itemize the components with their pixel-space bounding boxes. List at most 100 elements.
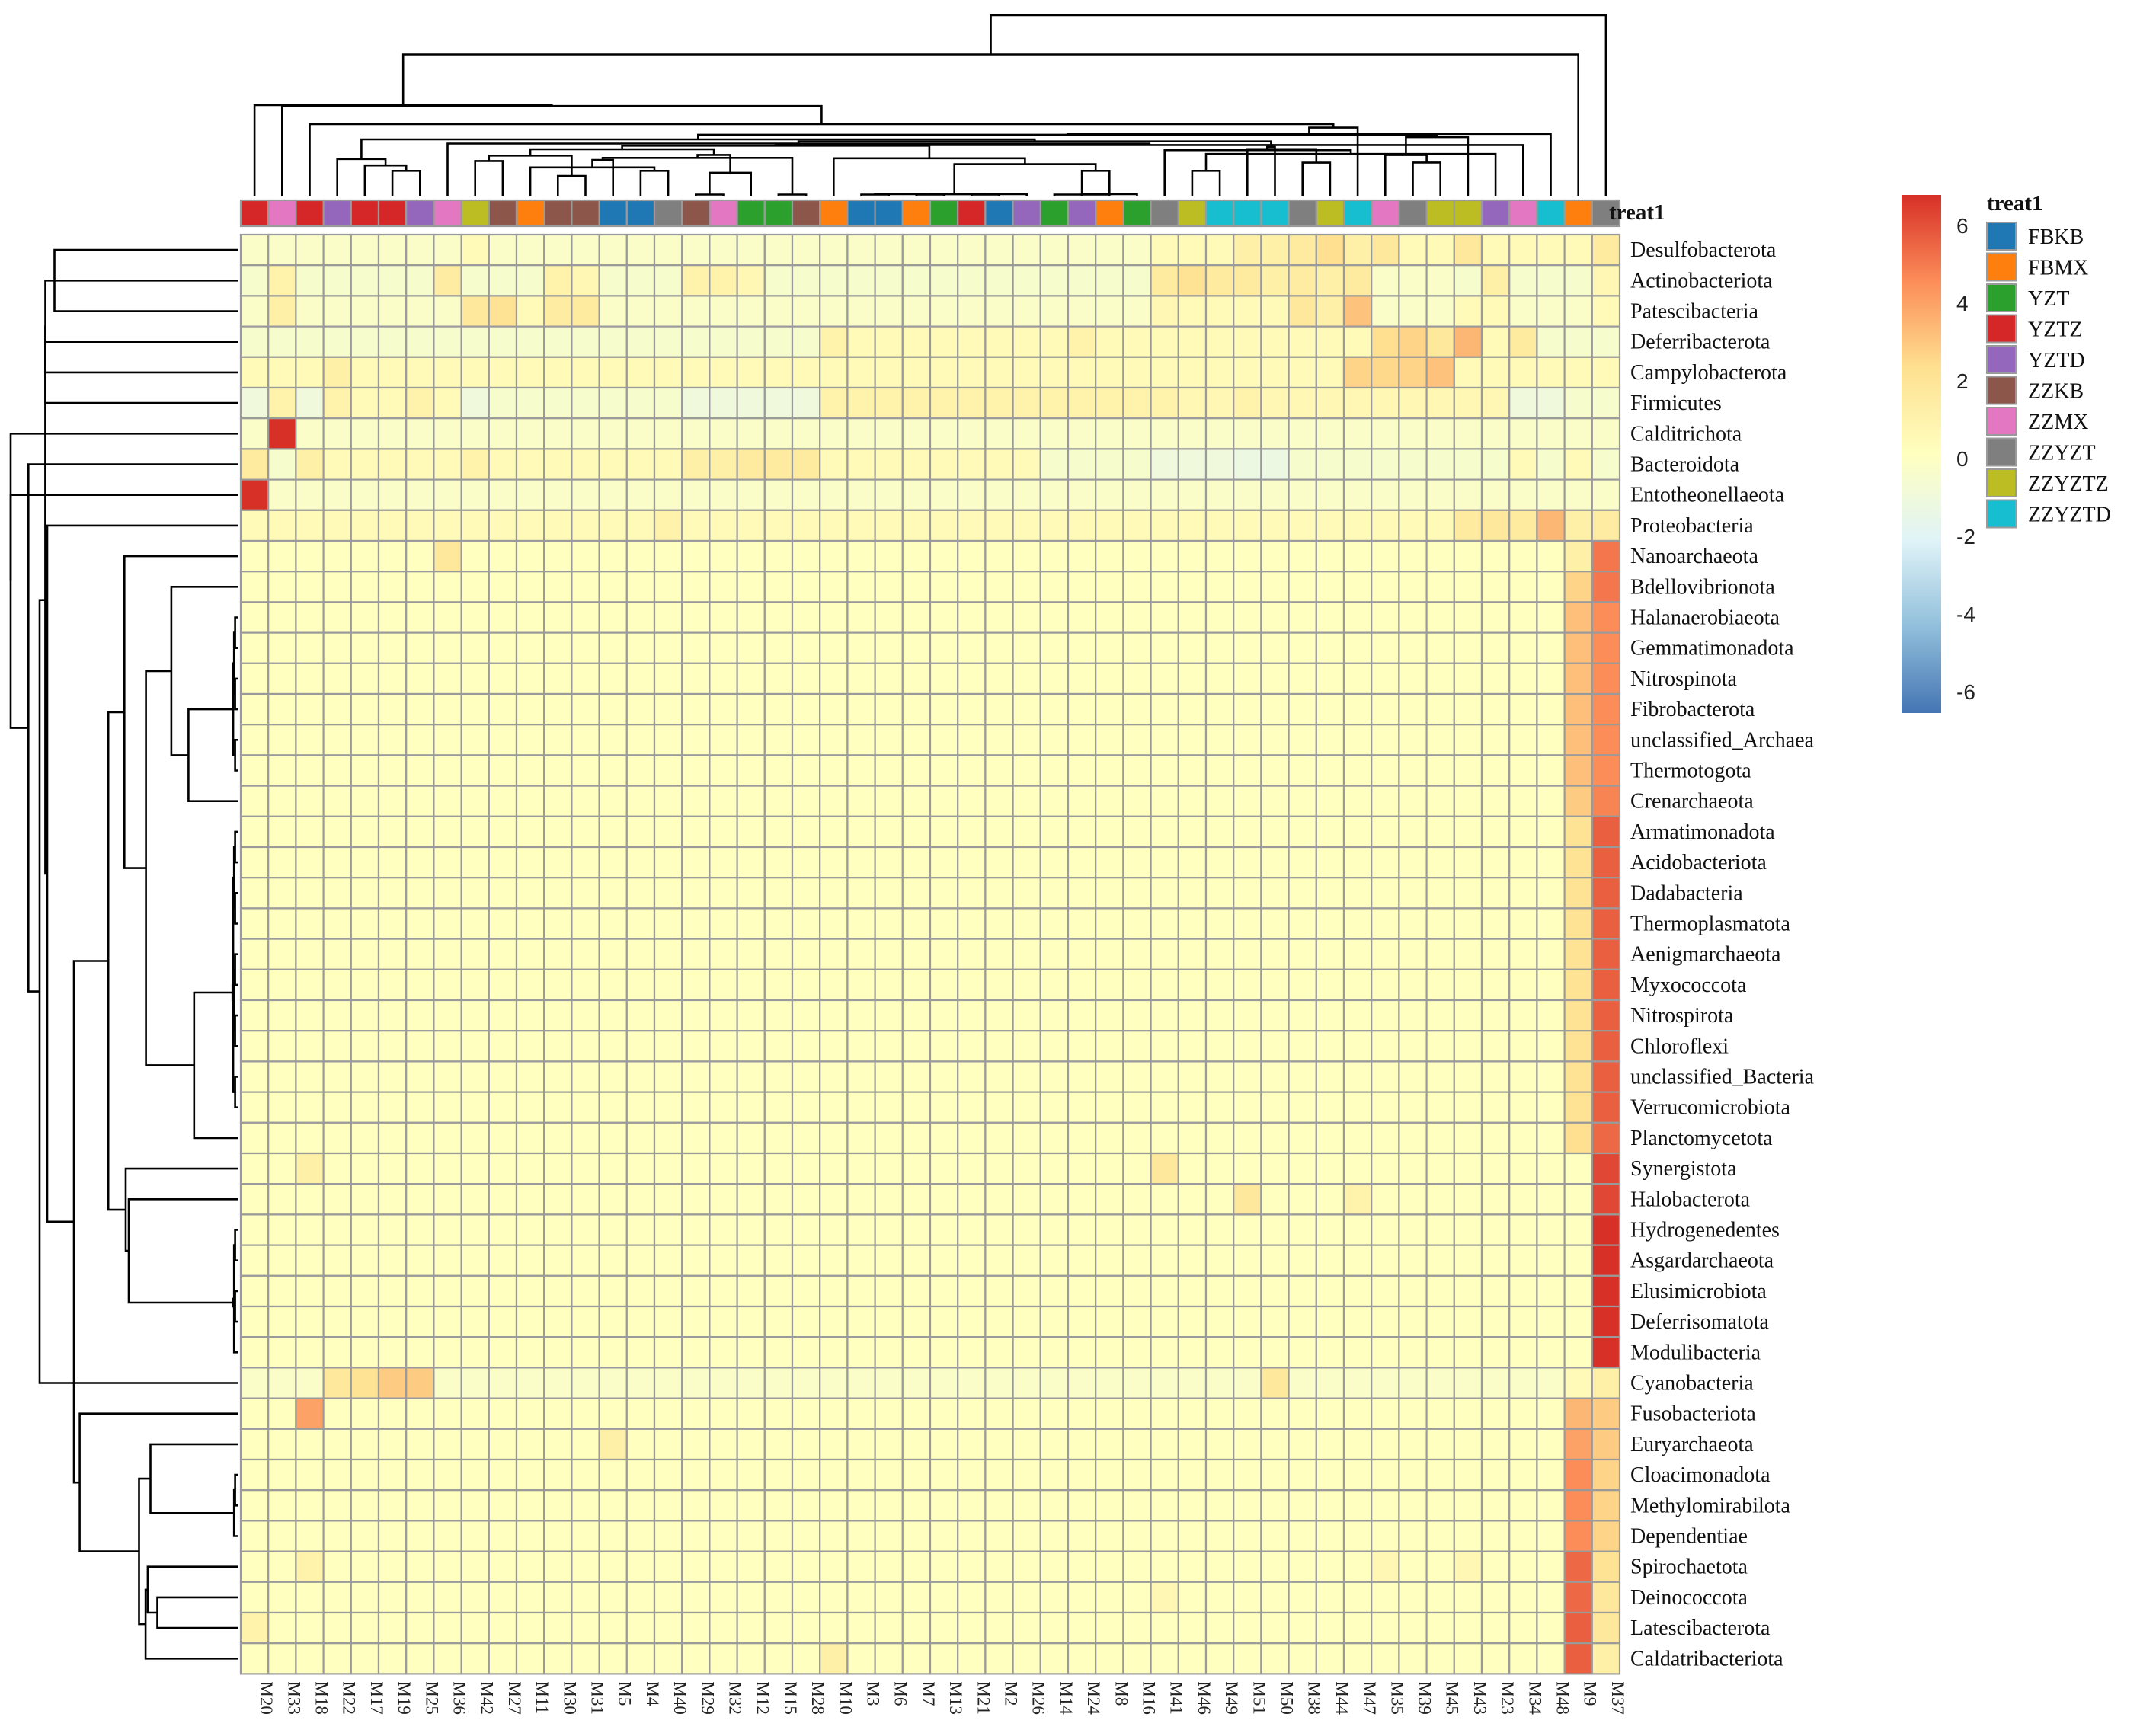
- heatmap-cell: [1039, 325, 1070, 358]
- heatmap-cell: [1177, 815, 1208, 849]
- heatmap-cell: [929, 417, 959, 450]
- heatmap-cell: [1150, 968, 1179, 1002]
- heatmap-cell: [543, 724, 573, 756]
- heatmap-cell: [1204, 448, 1235, 481]
- heatmap-cell: [625, 999, 656, 1032]
- heatmap-cell: [1342, 478, 1373, 511]
- heatmap-cell: [322, 724, 352, 756]
- heatmap-cell: [239, 325, 270, 358]
- heatmap-cell: [791, 692, 821, 726]
- heatmap-cell: [763, 478, 794, 511]
- heatmap-cell: [460, 1581, 490, 1614]
- heatmap-cell: [350, 1397, 380, 1430]
- heatmap-cell: [515, 1244, 545, 1277]
- heatmap-cell: [1315, 1030, 1345, 1063]
- heatmap-cell: [901, 1489, 932, 1522]
- heatmap-cell: [1039, 1305, 1070, 1338]
- heatmap-cell: [1453, 754, 1483, 787]
- heatmap-cell: [1260, 631, 1290, 664]
- annotation-cell: [571, 199, 600, 228]
- heatmap-cell: [1591, 264, 1621, 297]
- heatmap-cell: [625, 295, 656, 328]
- annotation-cell: [736, 199, 766, 228]
- heatmap-cell: [1012, 999, 1041, 1032]
- heatmap-cell: [984, 325, 1014, 358]
- heatmap-cell: [1315, 999, 1345, 1032]
- heatmap-cell: [322, 1336, 352, 1369]
- heatmap-cell: [709, 1642, 738, 1675]
- heatmap-cell: [1204, 1458, 1235, 1492]
- heatmap-cell: [709, 999, 738, 1032]
- heatmap-cell: [267, 1367, 297, 1399]
- heatmap-cell: [1425, 1550, 1455, 1583]
- heatmap-cell: [1453, 785, 1483, 817]
- heatmap-cell: [901, 571, 932, 603]
- heatmap-cell: [295, 692, 325, 726]
- heatmap-cell: [1039, 1367, 1070, 1399]
- heatmap-cell: [1591, 478, 1621, 511]
- heatmap-cell: [1012, 1428, 1041, 1461]
- heatmap-cell: [1039, 1581, 1070, 1614]
- heatmap-cell: [1039, 233, 1070, 267]
- heatmap-cell: [681, 233, 711, 267]
- heatmap-cell: [571, 1550, 600, 1583]
- annotation-cell: [1095, 199, 1124, 228]
- heatmap-cell: [901, 938, 932, 970]
- heatmap-cell: [1563, 417, 1593, 450]
- heatmap-cell: [1425, 1121, 1455, 1155]
- heatmap-cell: [901, 386, 932, 420]
- heatmap-cell: [1591, 815, 1621, 849]
- heatmap-cell: [350, 601, 380, 634]
- heatmap-cell: [350, 907, 380, 940]
- heatmap-cell: [1177, 1428, 1208, 1461]
- row-label: Acidobacteriota: [1630, 851, 1767, 874]
- heatmap-cell: [763, 785, 794, 817]
- heatmap-cell: [571, 1520, 600, 1552]
- heatmap-cell: [295, 325, 325, 358]
- heatmap-cell: [874, 539, 904, 573]
- heatmap-cell: [763, 1367, 794, 1399]
- heatmap-cell: [267, 601, 297, 634]
- heatmap-cell: [1425, 938, 1455, 970]
- heatmap-cell: [1233, 571, 1262, 603]
- heatmap-cell: [1342, 1336, 1373, 1369]
- heatmap-cell: [984, 785, 1014, 817]
- heatmap-cell: [1398, 1336, 1428, 1369]
- heatmap-cell: [405, 1274, 435, 1308]
- heatmap-cell: [653, 968, 683, 1002]
- heatmap-cell: [1150, 478, 1179, 511]
- heatmap-cell: [295, 1091, 325, 1124]
- heatmap-cell: [1039, 1030, 1070, 1063]
- heatmap-cell: [1204, 754, 1235, 787]
- heatmap-cell: [239, 1581, 270, 1614]
- heatmap-cell: [1315, 1091, 1345, 1124]
- heatmap-cell: [1204, 1489, 1235, 1522]
- heatmap-cell: [625, 631, 656, 664]
- heatmap-cell: [598, 907, 628, 940]
- heatmap-cell: [1067, 448, 1097, 481]
- heatmap-cell: [1371, 1428, 1400, 1461]
- heatmap-cell: [1536, 877, 1566, 910]
- heatmap-cell: [819, 846, 849, 879]
- heatmap-cell: [1204, 1367, 1235, 1399]
- heatmap-cell: [1204, 1091, 1235, 1124]
- heatmap-cell: [322, 754, 352, 787]
- heatmap-cell: [543, 1642, 573, 1675]
- heatmap-cell: [736, 754, 766, 787]
- heatmap-cell: [901, 1611, 932, 1645]
- heatmap-cell: [488, 386, 518, 420]
- heatmap-cell: [1122, 539, 1152, 573]
- heatmap-cell: [1204, 539, 1235, 573]
- heatmap-cell: [598, 601, 628, 634]
- heatmap-cell: [1480, 325, 1511, 358]
- heatmap-cell: [709, 1091, 738, 1124]
- heatmap-cell: [1591, 1274, 1621, 1308]
- heatmap-cell: [515, 907, 545, 940]
- heatmap-cell: [1453, 907, 1483, 940]
- heatmap-cell: [515, 325, 545, 358]
- heatmap-cell: [571, 1274, 600, 1308]
- heatmap-cell: [736, 356, 766, 389]
- heatmap-cell: [625, 509, 656, 542]
- heatmap-cell: [1508, 233, 1538, 267]
- heatmap-cell: [1177, 631, 1208, 664]
